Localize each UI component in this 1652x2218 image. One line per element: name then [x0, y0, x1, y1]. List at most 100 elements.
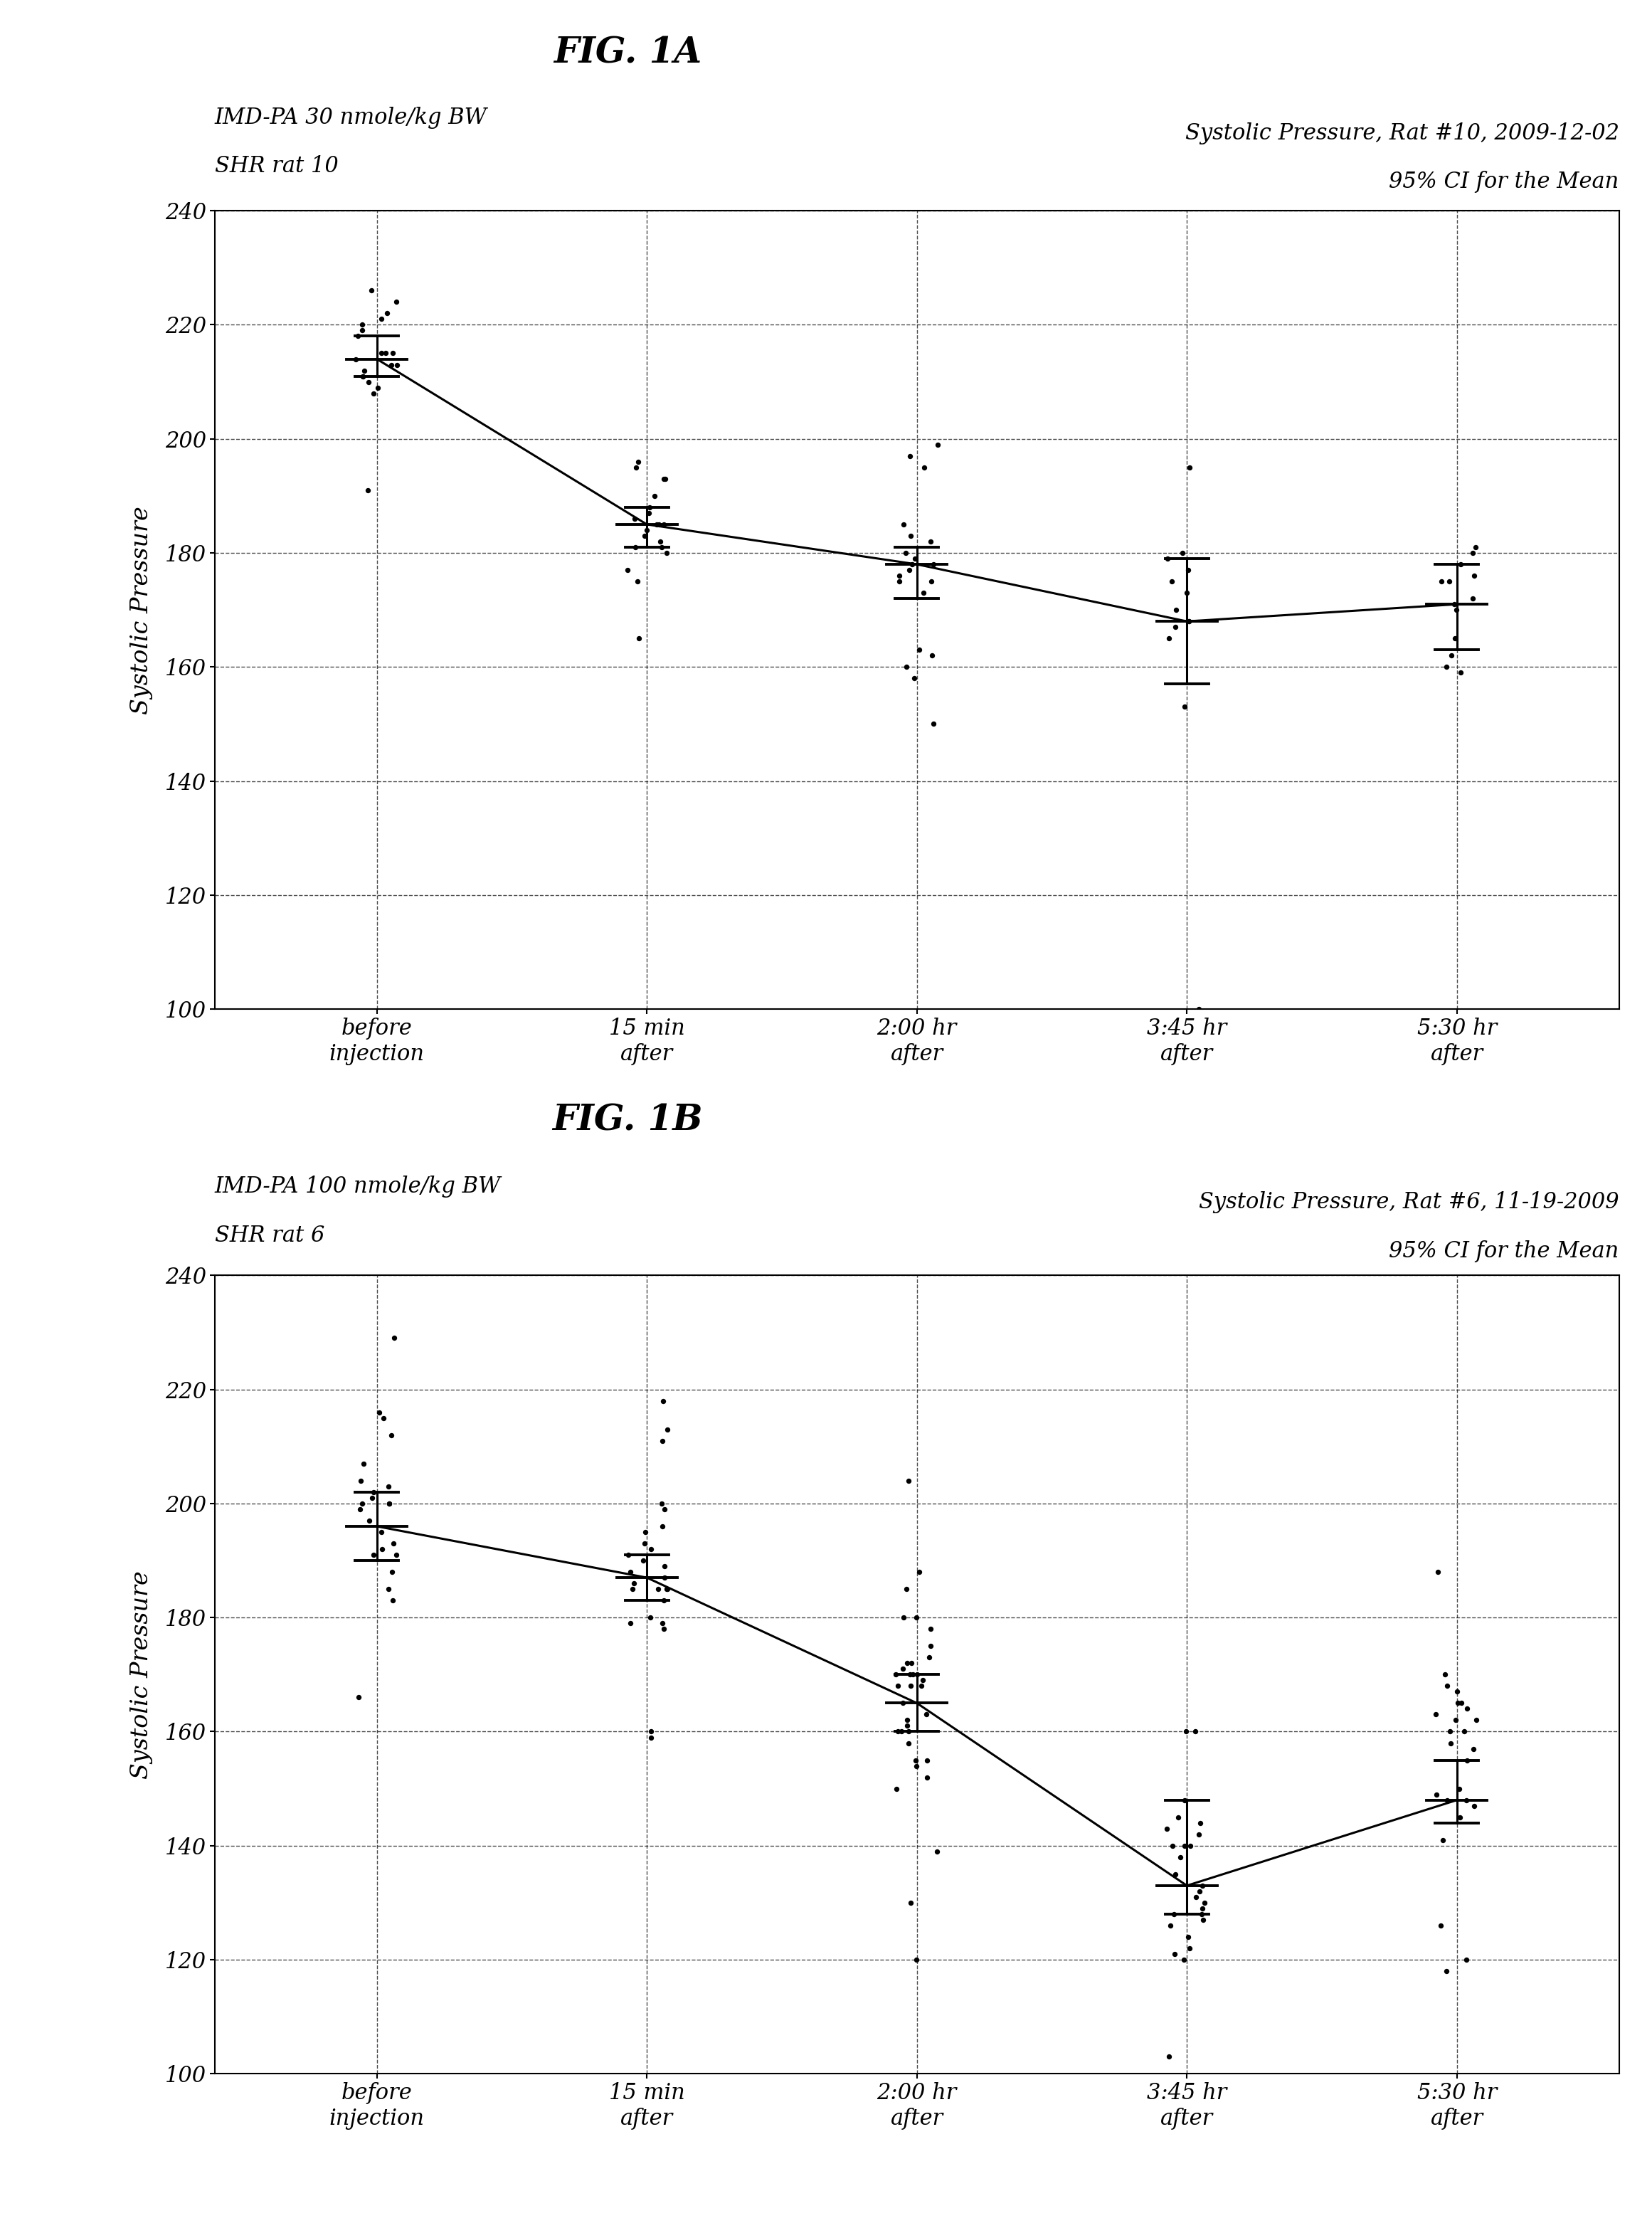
- Y-axis label: Systolic Pressure: Systolic Pressure: [131, 1570, 154, 1779]
- Point: [378, 1555, 405, 1590]
- Point: [1454, 1783, 1480, 1819]
- Point: [620, 1570, 646, 1606]
- Point: [1434, 1668, 1460, 1703]
- Point: [373, 295, 400, 330]
- Point: [914, 1743, 940, 1779]
- Point: [889, 1650, 915, 1686]
- Point: [1429, 563, 1455, 599]
- Point: [897, 1657, 923, 1692]
- Point: [360, 1475, 387, 1510]
- Point: [910, 1664, 937, 1699]
- Point: [1176, 603, 1203, 639]
- Point: [892, 535, 919, 570]
- Text: Systolic Pressure, Rat #10, 2009-12-02: Systolic Pressure, Rat #10, 2009-12-02: [1184, 122, 1619, 144]
- Point: [1189, 1903, 1216, 1939]
- Point: [350, 1446, 377, 1482]
- Point: [923, 1834, 950, 1870]
- Point: [1156, 621, 1183, 657]
- Point: [1429, 1823, 1455, 1859]
- Point: [1460, 1788, 1487, 1823]
- Point: [1189, 1868, 1216, 1903]
- Point: [1160, 1896, 1186, 1932]
- Text: FIG. 1B: FIG. 1B: [552, 1102, 704, 1138]
- Point: [1153, 1810, 1180, 1845]
- Point: [368, 1515, 395, 1550]
- Point: [1156, 1907, 1183, 1943]
- Text: 95% CI for the Mean: 95% CI for the Mean: [1389, 171, 1619, 193]
- Point: [350, 359, 377, 395]
- Point: [1447, 654, 1474, 690]
- Point: [902, 1743, 928, 1779]
- Point: [644, 1570, 671, 1606]
- Point: [889, 1686, 915, 1721]
- Point: [895, 1726, 922, 1761]
- Point: [624, 563, 651, 599]
- Point: [895, 1715, 922, 1750]
- Point: [1165, 1799, 1191, 1834]
- Point: [358, 273, 385, 308]
- Point: [897, 439, 923, 475]
- Point: [360, 1537, 387, 1573]
- Point: [904, 1943, 930, 1978]
- Point: [900, 661, 927, 696]
- Point: [894, 1703, 920, 1739]
- Point: [1189, 1890, 1216, 1925]
- Point: [1437, 1715, 1464, 1750]
- Point: [899, 546, 925, 581]
- Point: [915, 1639, 942, 1675]
- Point: [357, 1504, 383, 1539]
- Point: [1436, 563, 1462, 599]
- Point: [345, 1679, 372, 1715]
- Point: [1444, 592, 1470, 628]
- Point: [368, 335, 395, 370]
- Point: [1444, 1675, 1470, 1710]
- Point: [651, 1490, 677, 1526]
- Point: [365, 370, 392, 406]
- Point: [894, 1646, 920, 1681]
- Point: [623, 450, 649, 486]
- Point: [641, 479, 667, 515]
- Point: [1454, 1943, 1480, 1978]
- Point: [634, 512, 661, 548]
- Point: [1191, 1885, 1218, 1921]
- Point: [1462, 530, 1488, 566]
- Point: [1173, 1715, 1199, 1750]
- Point: [1170, 535, 1196, 570]
- Point: [1424, 1555, 1450, 1590]
- Point: [626, 621, 653, 657]
- Point: [1446, 1770, 1472, 1805]
- Point: [1166, 1839, 1193, 1874]
- Point: [899, 1646, 925, 1681]
- Point: [649, 1606, 676, 1641]
- Point: [920, 546, 947, 581]
- Point: [1427, 1907, 1454, 1943]
- Point: [378, 1417, 405, 1453]
- Point: [651, 1548, 677, 1584]
- Point: [383, 1537, 410, 1573]
- Point: [905, 632, 932, 668]
- Point: [382, 1320, 408, 1355]
- Point: [1161, 1936, 1188, 1972]
- Point: [1171, 690, 1198, 725]
- Point: [890, 1599, 917, 1635]
- Point: [349, 1486, 375, 1522]
- Point: [909, 1668, 935, 1703]
- Point: [615, 552, 641, 588]
- Point: [375, 1486, 401, 1522]
- Point: [1432, 1954, 1459, 1990]
- Point: [1447, 546, 1474, 581]
- Point: [631, 519, 657, 554]
- Point: [899, 1657, 925, 1692]
- Point: [884, 1715, 910, 1750]
- Point: [1186, 991, 1213, 1027]
- Point: [1173, 574, 1199, 610]
- Point: [360, 375, 387, 410]
- Point: [347, 1464, 373, 1499]
- Point: [1175, 552, 1201, 588]
- Point: [621, 530, 648, 566]
- Point: [380, 1584, 406, 1619]
- Point: [1175, 1919, 1201, 1954]
- Point: [355, 472, 382, 508]
- Point: [1441, 586, 1467, 621]
- Point: [1176, 1828, 1203, 1863]
